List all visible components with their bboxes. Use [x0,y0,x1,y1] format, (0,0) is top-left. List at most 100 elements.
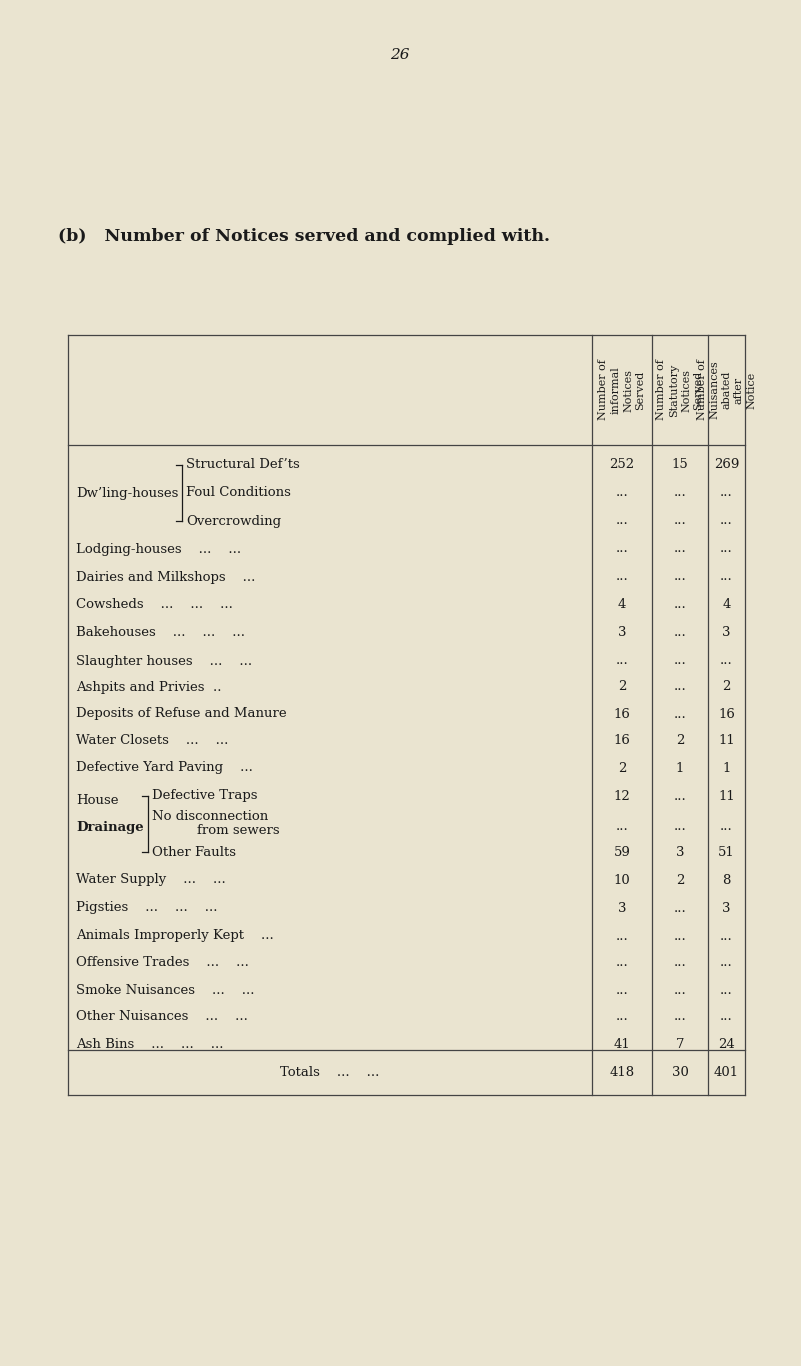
Text: Dw’ling-houses: Dw’ling-houses [76,486,179,500]
Text: from sewers: from sewers [197,824,280,836]
Text: ...: ... [616,654,628,668]
Text: 11: 11 [718,790,735,802]
Text: ...: ... [720,1011,733,1023]
Text: 3: 3 [618,902,626,914]
Text: 8: 8 [723,873,731,887]
Text: 41: 41 [614,1038,630,1052]
Text: 16: 16 [614,708,630,720]
Text: Smoke Nuisances    ...    ...: Smoke Nuisances ... ... [76,984,255,997]
Text: ...: ... [616,542,628,556]
Text: ...: ... [674,654,686,668]
Text: ...: ... [616,820,628,832]
Text: House: House [76,794,119,806]
Text: Water Supply    ...    ...: Water Supply ... ... [76,873,226,887]
Text: (b)   Number of Notices served and complied with.: (b) Number of Notices served and complie… [58,228,550,245]
Text: 1: 1 [723,761,731,775]
Text: Pigsties    ...    ...    ...: Pigsties ... ... ... [76,902,218,914]
Text: 401: 401 [714,1067,739,1079]
Text: 26: 26 [390,48,410,61]
Text: 10: 10 [614,873,630,887]
Text: ...: ... [674,627,686,639]
Text: ...: ... [720,820,733,832]
Text: ...: ... [674,956,686,970]
Text: Totals    ...    ...: Totals ... ... [280,1067,380,1079]
Text: Number of
informal
Notices
Served: Number of informal Notices Served [598,359,646,421]
Text: ...: ... [720,956,733,970]
Text: 12: 12 [614,790,630,802]
Text: Dairies and Milkshops    ...: Dairies and Milkshops ... [76,571,256,583]
Text: 2: 2 [676,735,684,747]
Text: 15: 15 [671,459,688,471]
Text: Cowsheds    ...    ...    ...: Cowsheds ... ... ... [76,598,233,612]
Text: 4: 4 [723,598,731,612]
Text: 3: 3 [676,846,684,858]
Text: ...: ... [674,542,686,556]
Text: 59: 59 [614,846,630,858]
Text: ...: ... [720,984,733,997]
Text: ...: ... [616,929,628,943]
Text: 3: 3 [723,627,731,639]
Text: 3: 3 [618,627,626,639]
Text: ...: ... [720,515,733,527]
Text: ...: ... [674,708,686,720]
Text: 51: 51 [718,846,735,858]
Text: Lodging-houses    ...    ...: Lodging-houses ... ... [76,542,241,556]
Text: 2: 2 [618,680,626,694]
Text: Offensive Trades    ...    ...: Offensive Trades ... ... [76,956,249,970]
Text: Overcrowding: Overcrowding [186,515,281,527]
Text: Water Closets    ...    ...: Water Closets ... ... [76,735,228,747]
Text: ...: ... [616,984,628,997]
Text: 269: 269 [714,459,739,471]
Text: ...: ... [674,790,686,802]
Text: Ashpits and Privies  ..: Ashpits and Privies .. [76,680,222,694]
Text: Animals Improperly Kept    ...: Animals Improperly Kept ... [76,929,274,943]
Text: ...: ... [616,571,628,583]
Text: Defective Yard Paving    ...: Defective Yard Paving ... [76,761,253,775]
Text: Other Faults: Other Faults [152,846,236,858]
Text: 252: 252 [610,459,634,471]
Text: ...: ... [616,486,628,500]
Text: Ash Bins    ...    ...    ...: Ash Bins ... ... ... [76,1038,223,1052]
Text: ...: ... [674,571,686,583]
Text: ...: ... [720,654,733,668]
Text: Other Nuisances    ...    ...: Other Nuisances ... ... [76,1011,248,1023]
Text: ...: ... [674,680,686,694]
Text: ...: ... [720,542,733,556]
Text: No disconnection: No disconnection [152,810,268,822]
Text: 1: 1 [676,761,684,775]
Text: 2: 2 [676,873,684,887]
Text: ...: ... [674,515,686,527]
Text: Slaughter houses    ...    ...: Slaughter houses ... ... [76,654,252,668]
Text: ...: ... [720,929,733,943]
Text: Deposits of Refuse and Manure: Deposits of Refuse and Manure [76,708,287,720]
Text: ...: ... [674,820,686,832]
Text: 11: 11 [718,735,735,747]
Text: ...: ... [720,571,733,583]
Text: Drainage: Drainage [76,821,143,835]
Text: 3: 3 [723,902,731,914]
Text: ...: ... [674,1011,686,1023]
Text: 30: 30 [671,1067,688,1079]
Text: 418: 418 [610,1067,634,1079]
Text: 7: 7 [676,1038,684,1052]
Text: ...: ... [674,598,686,612]
Text: 16: 16 [718,708,735,720]
Text: ...: ... [674,984,686,997]
Text: Bakehouses    ...    ...    ...: Bakehouses ... ... ... [76,627,245,639]
Text: ...: ... [674,902,686,914]
Text: 16: 16 [614,735,630,747]
Text: 4: 4 [618,598,626,612]
Text: 2: 2 [618,761,626,775]
Text: Foul Conditions: Foul Conditions [186,486,291,500]
Text: ...: ... [674,929,686,943]
Text: ...: ... [720,486,733,500]
Text: ...: ... [674,486,686,500]
Text: Structural Def’ts: Structural Def’ts [186,459,300,471]
Text: ...: ... [616,1011,628,1023]
Text: Number of
Statutory
Notices
Served: Number of Statutory Notices Served [656,359,703,421]
Text: ...: ... [616,515,628,527]
Text: 24: 24 [718,1038,735,1052]
Text: Defective Traps: Defective Traps [152,790,257,802]
Text: ...: ... [616,956,628,970]
Text: Number of
Nuisances
abated
after
Notice: Number of Nuisances abated after Notice [697,359,756,421]
